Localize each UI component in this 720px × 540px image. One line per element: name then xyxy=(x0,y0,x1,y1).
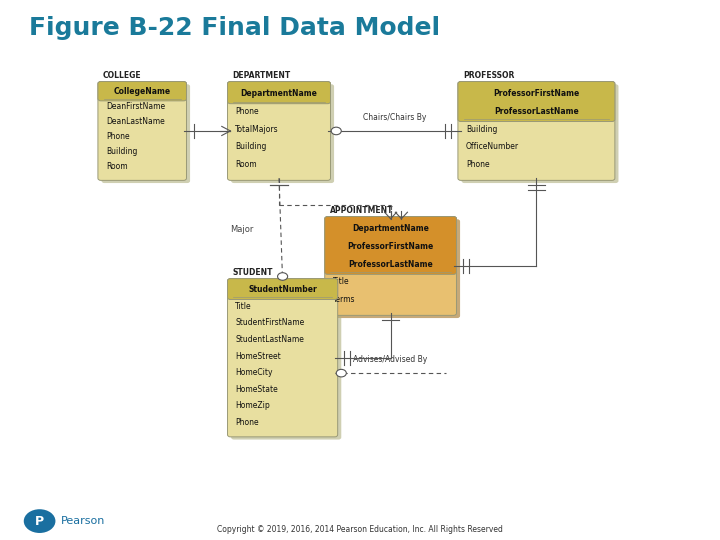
Text: COLLEGE: COLLEGE xyxy=(103,71,142,80)
Circle shape xyxy=(24,509,55,533)
FancyBboxPatch shape xyxy=(98,82,186,101)
Text: STUDENT: STUDENT xyxy=(233,268,273,277)
FancyBboxPatch shape xyxy=(462,84,618,183)
Text: DepartmentName: DepartmentName xyxy=(240,89,318,98)
Text: Terms: Terms xyxy=(333,295,355,305)
Text: Pearson: Pearson xyxy=(61,516,106,526)
FancyBboxPatch shape xyxy=(458,82,615,180)
Text: ProfessorFirstName: ProfessorFirstName xyxy=(493,89,580,98)
Circle shape xyxy=(331,127,341,135)
FancyBboxPatch shape xyxy=(328,219,460,318)
Text: Phone: Phone xyxy=(106,132,130,141)
Text: Building: Building xyxy=(106,147,138,157)
FancyBboxPatch shape xyxy=(325,217,456,315)
Text: OfficeNumber: OfficeNumber xyxy=(466,143,519,152)
Circle shape xyxy=(336,369,346,377)
Text: PROFESSOR: PROFESSOR xyxy=(463,71,514,80)
Text: ProfessorLastName: ProfessorLastName xyxy=(348,260,433,269)
FancyBboxPatch shape xyxy=(102,84,190,183)
Text: Copyright © 2019, 2016, 2014 Pearson Education, Inc. All Rights Reserved: Copyright © 2019, 2016, 2014 Pearson Edu… xyxy=(217,524,503,534)
Text: Figure B-22 Final Data Model: Figure B-22 Final Data Model xyxy=(29,16,440,40)
FancyBboxPatch shape xyxy=(458,82,615,122)
Text: Building: Building xyxy=(466,125,498,134)
Text: Phone: Phone xyxy=(466,160,490,170)
Text: HomeCity: HomeCity xyxy=(235,368,273,377)
Text: HomeZip: HomeZip xyxy=(235,401,270,410)
Text: APPOINTMENT: APPOINTMENT xyxy=(330,206,393,215)
FancyBboxPatch shape xyxy=(231,281,341,440)
Circle shape xyxy=(277,273,288,280)
FancyBboxPatch shape xyxy=(231,84,334,183)
Text: ProfessorLastName: ProfessorLastName xyxy=(494,107,579,116)
Text: Room: Room xyxy=(106,163,127,172)
FancyBboxPatch shape xyxy=(228,279,338,300)
Text: Building: Building xyxy=(235,143,267,152)
Text: DeanLastName: DeanLastName xyxy=(106,117,165,126)
Text: StudentNumber: StudentNumber xyxy=(248,286,317,294)
Text: DEPARTMENT: DEPARTMENT xyxy=(233,71,291,80)
Text: HomeStreet: HomeStreet xyxy=(235,352,282,361)
Text: Advises/Advised By: Advises/Advised By xyxy=(353,355,427,364)
Text: Chairs/Chairs By: Chairs/Chairs By xyxy=(362,113,426,122)
Text: StudentLastName: StudentLastName xyxy=(235,335,305,344)
FancyBboxPatch shape xyxy=(228,82,330,180)
FancyBboxPatch shape xyxy=(325,217,456,274)
Text: Title: Title xyxy=(333,278,349,287)
Text: DepartmentName: DepartmentName xyxy=(352,224,429,233)
Text: Phone: Phone xyxy=(235,107,259,116)
Text: Title: Title xyxy=(235,302,252,311)
Text: CollegeName: CollegeName xyxy=(114,87,171,97)
FancyBboxPatch shape xyxy=(98,82,186,180)
Text: StudentFirstName: StudentFirstName xyxy=(235,319,305,327)
Text: Room: Room xyxy=(235,160,257,170)
Text: TotalMajors: TotalMajors xyxy=(235,125,279,134)
Text: HomeState: HomeState xyxy=(235,384,278,394)
Text: P: P xyxy=(35,515,44,528)
Text: Phone: Phone xyxy=(235,418,259,427)
FancyBboxPatch shape xyxy=(228,82,330,104)
Text: ProfessorFirstName: ProfessorFirstName xyxy=(348,242,433,251)
FancyBboxPatch shape xyxy=(228,279,338,437)
Text: DeanFirstName: DeanFirstName xyxy=(106,103,165,111)
Text: Major: Major xyxy=(230,225,254,234)
